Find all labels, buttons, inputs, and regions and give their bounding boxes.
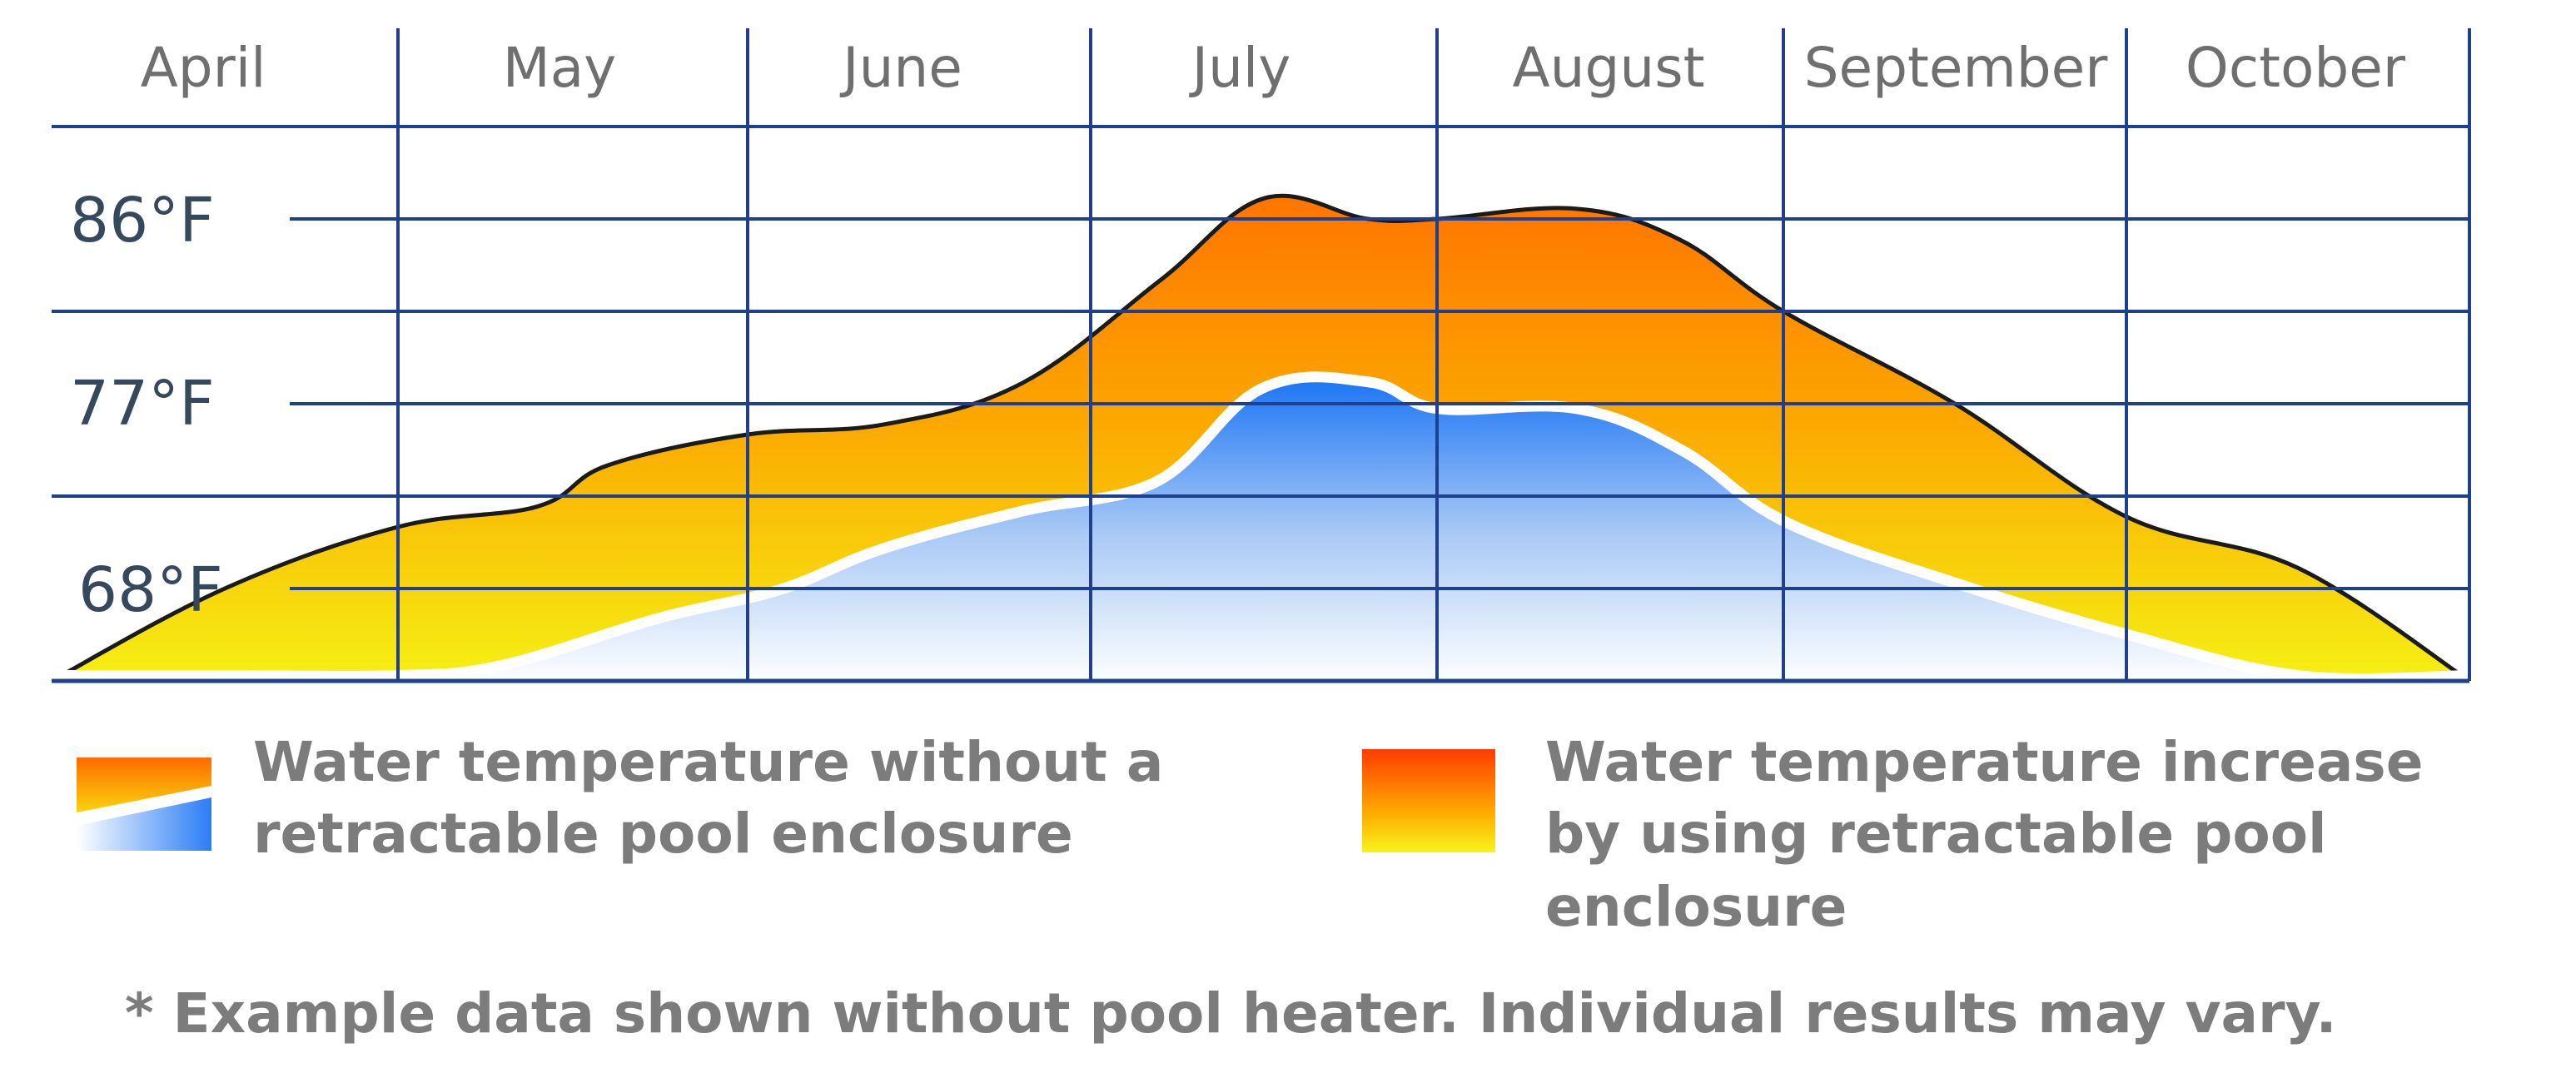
area-without-enclosure xyxy=(52,382,2469,684)
tick-label-86: 86°F xyxy=(70,185,215,256)
month-label-july: July xyxy=(1189,36,1291,100)
month-label-april: April xyxy=(141,36,266,100)
legend: Water temperature without a retractable … xyxy=(77,730,2423,939)
month-label-september: September xyxy=(1804,36,2109,100)
legend-label-with-enclosure-line-2: by using retractable pool xyxy=(1545,802,2327,866)
legend-label-with-enclosure-line-3: enclosure xyxy=(1545,875,1847,939)
legend-swatch-with-enclosure xyxy=(1362,749,1495,852)
tick-label-77: 77°F xyxy=(70,368,215,440)
month-label-june: June xyxy=(839,36,962,100)
tick-label-68: 68°F xyxy=(78,554,223,626)
grid-layer xyxy=(52,28,2471,683)
month-label-october: October xyxy=(2186,36,2406,100)
legend-swatch-without-enclosure xyxy=(77,758,211,851)
footnote: * Example data shown without pool heater… xyxy=(125,981,2337,1046)
month-label-august: August xyxy=(1513,36,1705,100)
month-labels: April May June July August September Oct… xyxy=(141,36,2406,100)
legend-item-with-enclosure: Water temperature increase by using retr… xyxy=(1362,730,2423,939)
legend-item-without-enclosure: Water temperature without a retractable … xyxy=(77,730,1163,866)
legend-label-without-enclosure-line-1: Water temperature without a xyxy=(253,730,1163,794)
legend-label-without-enclosure-line-2: retractable pool enclosure xyxy=(253,802,1073,866)
areas-layer xyxy=(41,193,2480,695)
month-label-may: May xyxy=(503,36,616,100)
legend-label-with-enclosure-line-1: Water temperature increase xyxy=(1545,730,2423,794)
temperature-labels: 86°F 77°F 68°F xyxy=(70,185,223,626)
